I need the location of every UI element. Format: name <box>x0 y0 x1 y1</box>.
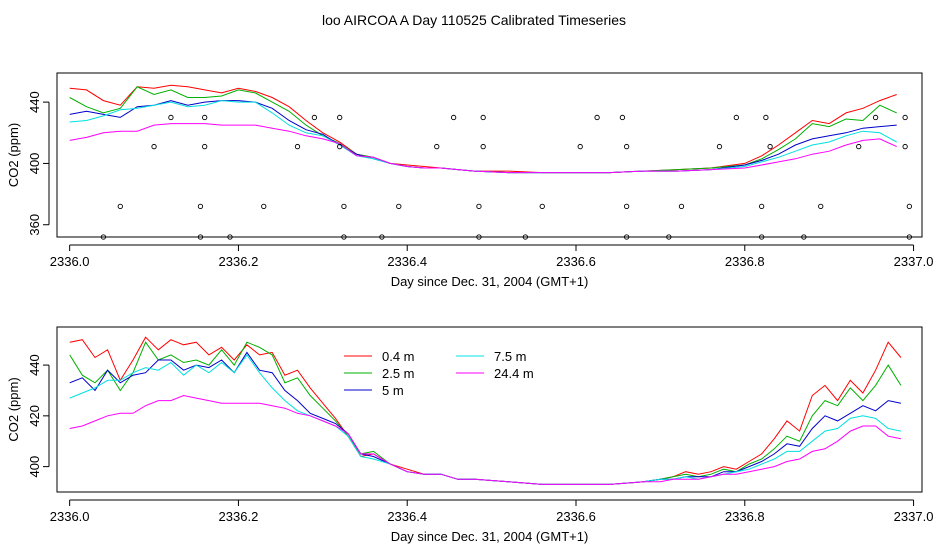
panel1-legend-label-4: 24.4 m <box>494 366 534 381</box>
panel1-y-tick-label-1: 420 <box>27 405 42 427</box>
panel0-scatter-point-19 <box>450 114 457 121</box>
panel0-scatter-point-21 <box>476 234 482 240</box>
panel0-scatter-point-39 <box>767 143 773 150</box>
panel0-scatter-point-36 <box>759 203 765 209</box>
panel0-scatter-point-34 <box>716 143 723 150</box>
panel1-x-tick-label-3: 2336.6 <box>556 509 596 524</box>
panel0-scatter-point-12 <box>337 114 343 121</box>
panel0-scatter-point-17 <box>396 203 402 209</box>
panel0-scatter-point-28 <box>619 114 626 121</box>
panel1-legend: 0.4 m 2.5 m 5 m 7.5 m 24.4 m <box>344 349 534 398</box>
panel0-scatter-point-7 <box>202 143 208 150</box>
panel0-scatter-point-6 <box>202 114 208 121</box>
panel0-scatter-point-26 <box>577 143 583 150</box>
panel0-scatter-point-20 <box>476 203 482 209</box>
panel1-legend-label-2: 5 m <box>382 383 404 398</box>
panel0-x-tick-label-5: 2337.0 <box>894 254 934 269</box>
panel0-x-tick-label-4: 2336.8 <box>725 254 765 269</box>
panel0-scatter-point-25 <box>539 203 545 209</box>
panel0-scatter-point-3 <box>168 114 174 121</box>
panel1-x-tick-label-1: 2336.2 <box>219 509 259 524</box>
panel0-scatter-point-27 <box>594 114 600 121</box>
bottom-panel: 2336.0 2336.2 2336.4 2336.6 2336.8 2337.0 Day … <box>6 326 934 544</box>
panel1-series-line-1 <box>69 341 902 485</box>
panel0-series-line-3 <box>69 100 897 174</box>
panel0-scatter-point-1 <box>117 203 123 209</box>
panel0-series-line-1 <box>69 86 897 174</box>
panel0-scatter-point-5 <box>197 234 204 240</box>
panel0-scatter-point-14 <box>341 203 347 209</box>
panel0-scatter-point-18 <box>434 143 440 150</box>
panel0-series-line-2 <box>69 100 897 174</box>
panel0-scatter-point-30 <box>623 203 630 209</box>
panel0-scatter-point-35 <box>733 114 739 121</box>
panel0-y-tick-label-0: 360 <box>27 214 42 236</box>
top-panel: 2336.0 2336.2 2336.4 2336.6 2336.8 2337.0 Day … <box>6 72 934 289</box>
panel1-legend-label-0: 0.4 m <box>382 349 415 364</box>
panel1-series-line-4 <box>69 394 901 485</box>
panel0-scatter-point-13 <box>337 143 343 150</box>
panel1-y-tick-label-0: 400 <box>27 456 42 478</box>
panel0-scatter-point-24 <box>522 234 529 240</box>
panel0-scatter-point-42 <box>856 143 862 150</box>
panel0-scatter-point-38 <box>763 114 769 121</box>
panel0-x-tick-label-3: 2336.6 <box>556 254 596 269</box>
panel0-x-tick-label-2: 2336.4 <box>387 254 427 269</box>
panel0-scatter-point-11 <box>311 114 318 121</box>
panel0-scatter-point-41 <box>818 203 824 209</box>
panel1-plot-frame <box>56 326 923 493</box>
panel1-y-axis-label: CO2 (ppm) <box>6 377 21 441</box>
panel0-scatter-point-32 <box>666 234 672 240</box>
panel0-plot-frame <box>56 72 923 238</box>
panel1-legend-label-3: 7.5 m <box>494 349 527 364</box>
panel0-x-axis-label: Day since Dec. 31, 2004 (GMT+1) <box>391 274 589 289</box>
panel1-series-line-3 <box>69 354 902 485</box>
panel0-scatter-point-15 <box>341 234 347 240</box>
panel1-plot-area <box>69 336 902 485</box>
panel0-scatter-point-9 <box>261 203 267 209</box>
panel1-x-tick-label-0: 2336.0 <box>50 509 90 524</box>
panel0-scatter-point-16 <box>379 234 385 240</box>
panel0-plot-area <box>69 84 897 174</box>
panel0-scatter-point-22 <box>480 114 486 121</box>
panel1-series-line-2 <box>69 351 902 485</box>
panel0-x-tick-label-0: 2336.0 <box>50 254 90 269</box>
panel0-scatter-point-44 <box>902 114 908 121</box>
panel1-series-line-0 <box>69 336 902 485</box>
panel0-scatter-point-43 <box>872 114 879 121</box>
panel0-y-tick-label-1: 400 <box>27 153 42 175</box>
panel0-scatter-point-8 <box>227 234 233 240</box>
panel0-scatter-point-31 <box>623 234 630 240</box>
panel0-scatter-point-0 <box>100 234 107 240</box>
panel0-scatter-point-23 <box>480 143 486 150</box>
panel0-scatter-point-47 <box>906 234 912 240</box>
panel0-scatter-point-10 <box>294 143 301 150</box>
panel0-scatter-point-2 <box>151 143 157 150</box>
panel1-legend-label-1: 2.5 m <box>382 366 415 381</box>
chart-title: loo AIRCOA A Day 110525 Calibrated Times… <box>322 12 626 28</box>
panel0-scatter-point-29 <box>623 143 630 150</box>
panel0-series-line-4 <box>69 123 897 174</box>
panel1-x-tick-label-2: 2336.4 <box>387 509 427 524</box>
panel0-scatter-point-46 <box>906 203 912 209</box>
panel0-scatter-point-33 <box>678 203 685 209</box>
panel0-scatter-point-45 <box>902 143 908 150</box>
panel1-x-tick-label-5: 2337.0 <box>894 509 934 524</box>
panel0-x-tick-label-1: 2336.2 <box>219 254 259 269</box>
panel0-scatter-point-4 <box>197 203 204 209</box>
panel0-scatter-point-40 <box>801 234 807 240</box>
panel1-y-tick-label-2: 440 <box>27 354 42 376</box>
panel0-series-line-0 <box>69 84 897 174</box>
panel0-scatter-point-37 <box>759 234 765 240</box>
panel1-x-tick-label-4: 2336.8 <box>725 509 765 524</box>
panel0-y-axis-label: CO2 (ppm) <box>6 123 21 187</box>
panel1-x-axis-label: Day since Dec. 31, 2004 (GMT+1) <box>391 529 589 544</box>
panel0-y-tick-label-2: 440 <box>27 91 42 113</box>
